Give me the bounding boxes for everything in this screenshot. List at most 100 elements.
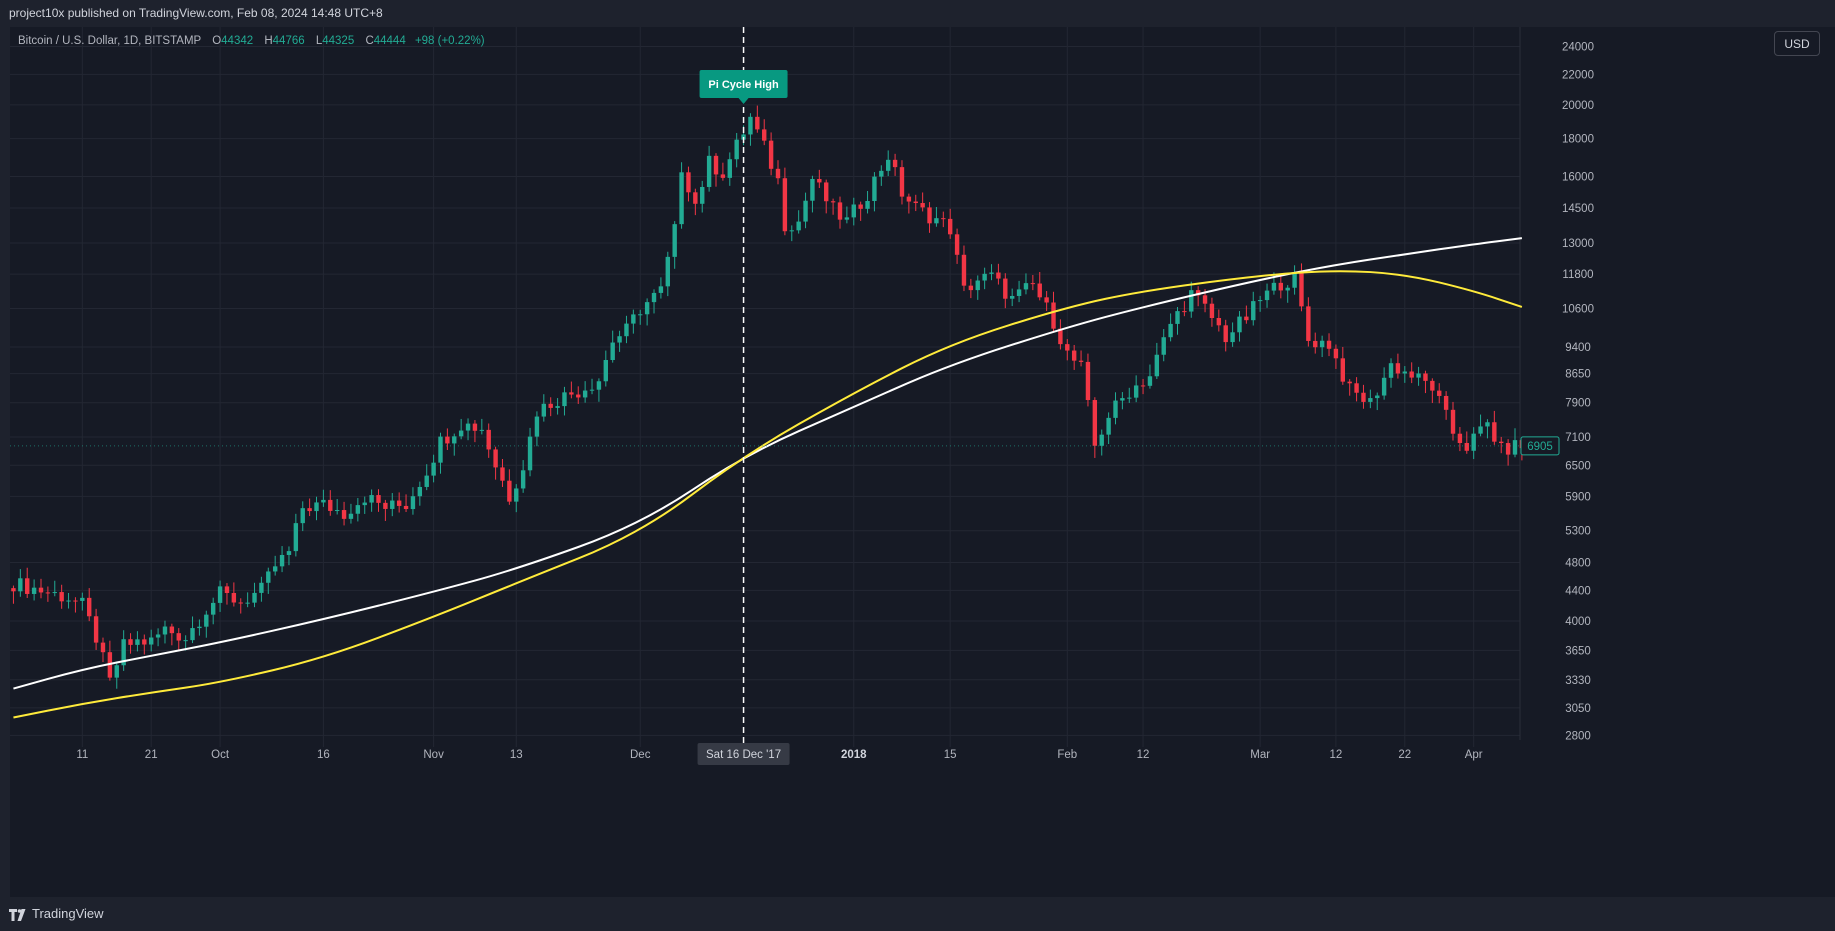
y-tick-label: 14500 [1562,203,1594,215]
candle-up [1402,371,1407,374]
candle-down [176,633,181,641]
candle-up [1237,316,1242,333]
candle-up [424,475,429,487]
candle-down [100,642,106,653]
candle-up [624,323,629,337]
candle-up [410,496,416,510]
close-value: 44444 [373,35,406,47]
y-tick-label: 7900 [1565,398,1591,410]
candle-down [11,588,16,592]
candle-up [1113,400,1118,418]
y-tick-label: 16000 [1562,171,1594,183]
symbol-title: Bitcoin / U.S. Dollar, 1D, BITSTAMP [18,35,201,47]
candle-up [321,499,326,503]
candle-down [307,508,312,512]
candle-up [534,416,540,437]
candle-down [1223,325,1228,343]
candle-down [87,597,92,617]
y-tick-label: 4800 [1565,558,1591,570]
candle-down [383,502,388,509]
candle-up [272,566,278,572]
candle-up [1478,426,1483,434]
x-tick-label: 12 [1137,749,1150,761]
candle-up [865,201,870,209]
candle-down [1195,290,1201,296]
low-label: L [315,35,323,47]
candle-up [479,429,485,431]
candle-up [1161,337,1166,355]
high-value: 44766 [272,35,305,47]
currency-button[interactable]: USD [1774,31,1820,56]
symbol-legend: Bitcoin / U.S. Dollar, 1D, BITSTAMP O443… [18,35,485,47]
candle-down [720,174,726,178]
x-tick-label: 13 [510,749,523,761]
candle-up [844,217,850,220]
candle-down [941,218,946,220]
candle-down [768,140,774,169]
candle-up [355,505,361,514]
candle-down [493,449,498,468]
candle-down [238,602,243,604]
open-value: 44342 [221,35,254,47]
candle-down [1505,443,1511,455]
x-tick-label: 2018 [841,749,867,761]
y-tick-label: 24000 [1562,41,1594,53]
candle-down [1395,363,1401,374]
candle-up [658,286,664,293]
candle-up [293,523,299,552]
candle-up [665,256,670,287]
candle-up [431,462,436,476]
candle-up [149,637,154,645]
candle-up [1271,282,1277,291]
y-tick-label: 13000 [1562,238,1594,250]
candle-up [52,592,57,594]
candle-up [617,336,622,343]
candle-up [706,155,712,187]
candle-up [1175,311,1180,324]
y-tick-label: 5300 [1565,526,1591,538]
y-tick-label: 9400 [1565,342,1591,354]
chart-area[interactable]: 2800 3050 3330 3650 4000 4400 4800 5300 5900 6500… [10,27,1835,897]
candle-up [348,513,354,519]
candle-up [1016,289,1022,296]
candle-up [80,597,85,601]
candle-up [252,592,257,603]
candle-down [1140,385,1146,387]
tradingview-logo[interactable]: TradingView [9,905,104,923]
candle-down [1216,317,1222,326]
candle-down [1340,358,1346,382]
candle-up [300,508,305,524]
candle-down [548,403,553,408]
candle-down [1499,441,1504,444]
candle-up [1127,397,1132,399]
candle-down [1443,395,1449,410]
cursor-date-label: Sat 16 Dec '17 [706,749,781,761]
candle-down [224,586,230,593]
y-tick-label: 6500 [1565,460,1591,472]
candle-down [892,159,898,168]
candle-down [755,116,760,130]
close-label: C [365,35,374,47]
footer-bar [0,897,1835,931]
candle-down [858,204,863,209]
x-tick-label: 11 [76,749,88,761]
candle-down [396,500,402,506]
candle-up [1230,332,1235,343]
candle-down [403,505,409,510]
candle-down [968,285,974,291]
price-chart[interactable]: 2800 3050 3330 3650 4000 4400 4800 5300 5900 6500… [10,27,1835,897]
candle-up [1292,273,1297,288]
x-tick-label: Apr [1465,749,1483,761]
y-tick-label: 4000 [1565,616,1591,628]
y-tick-label: 4400 [1565,585,1591,597]
candle-up [155,634,161,638]
candle-down [1065,344,1070,351]
candle-down [1306,306,1311,341]
candle-down [1030,283,1036,285]
candle-up [1264,290,1270,301]
candle-down [899,167,905,197]
candle-up [886,159,891,171]
candle-down [996,272,1001,279]
candle-down [93,616,99,643]
y-tick-label: 11800 [1562,269,1593,281]
